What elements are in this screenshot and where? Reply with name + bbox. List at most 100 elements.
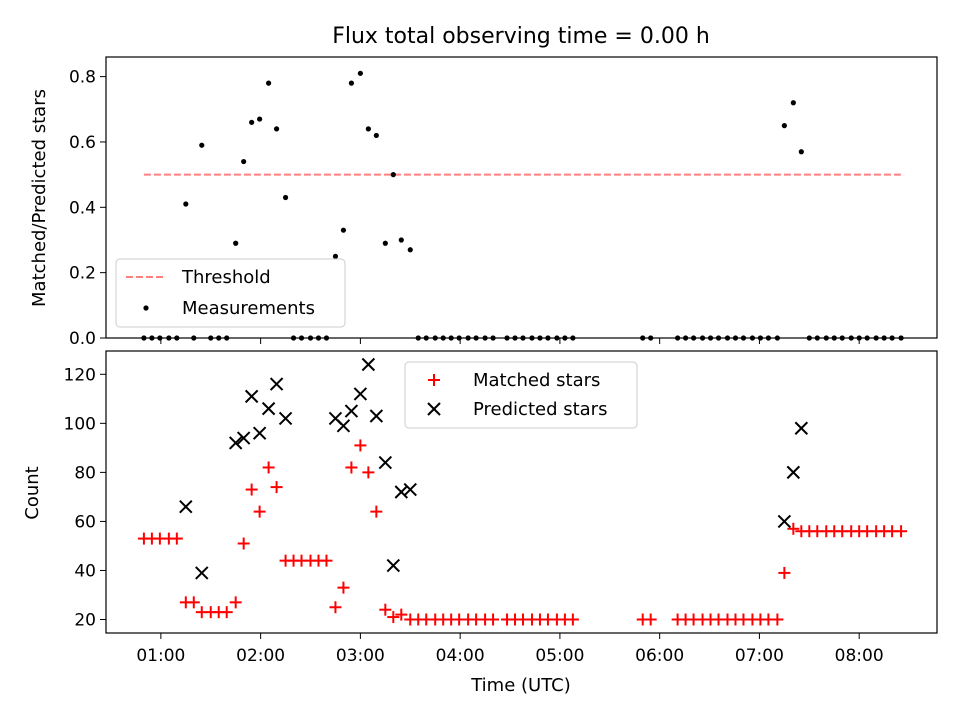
predicted-star-point bbox=[244, 389, 259, 404]
matched-star-point bbox=[362, 466, 375, 479]
matched-star-point bbox=[245, 483, 258, 496]
matched-star-point bbox=[253, 505, 266, 518]
legend-matched-label: Matched stars bbox=[473, 370, 600, 391]
measurement-point bbox=[199, 142, 205, 148]
measurement-point bbox=[373, 132, 379, 139]
measurement-point bbox=[357, 70, 363, 76]
legend-measurements-label: Measurements bbox=[182, 298, 315, 319]
top-x-ticks bbox=[160, 338, 860, 344]
predicted-legend-marker bbox=[427, 402, 441, 416]
top-y-ticks: 0.0 0.2 0.4 0.6 0.8 bbox=[69, 68, 106, 349]
measurement-point bbox=[407, 247, 413, 253]
matched-star-point bbox=[644, 613, 657, 626]
matched-star-point bbox=[270, 481, 283, 494]
measurement-point bbox=[398, 237, 404, 243]
bottom-x-tick-label: 07:00 bbox=[735, 646, 784, 666]
predicted-star-point bbox=[353, 387, 368, 401]
measurement-point bbox=[273, 126, 280, 132]
matched-star-point bbox=[387, 611, 400, 624]
predicted-star-point bbox=[378, 455, 393, 470]
matched-star-point bbox=[187, 596, 200, 609]
top-y-tick-label: 0.0 bbox=[69, 329, 96, 349]
matched-star-point bbox=[262, 461, 275, 474]
top-y-tick-label: 0.2 bbox=[69, 264, 96, 284]
matched-star-point bbox=[895, 525, 908, 538]
measurement-point bbox=[348, 80, 355, 86]
top-y-tick-label: 0.6 bbox=[69, 133, 96, 153]
matched-star-point bbox=[395, 608, 408, 621]
top-axes-frame bbox=[105, 56, 938, 339]
matched-star-point bbox=[771, 613, 784, 626]
legend-threshold-label: Threshold bbox=[181, 267, 271, 288]
measurement-point bbox=[790, 100, 796, 106]
matched-star-point bbox=[787, 522, 800, 535]
matched-star-point bbox=[237, 537, 250, 550]
measurement-point bbox=[332, 253, 339, 259]
predicted-star-point bbox=[794, 421, 809, 435]
measurement-point bbox=[781, 123, 787, 129]
measurement-point bbox=[365, 126, 371, 132]
bottom-plot-area bbox=[137, 357, 908, 626]
top-legend-box bbox=[115, 258, 346, 328]
measurement-point bbox=[390, 172, 396, 178]
bottom-x-tick-label: 01:00 bbox=[136, 646, 185, 666]
top-y-tick-label: 0.8 bbox=[69, 68, 96, 88]
bottom-x-ticks: 01:00 02:00 03:00 04:00 05:00 06:00 07:00 08:00 bbox=[136, 633, 884, 666]
bottom-y-tick-label: 40 bbox=[74, 561, 96, 581]
predicted-star-point bbox=[179, 500, 193, 514]
bottom-x-axis-label: Time (UTC) bbox=[470, 675, 571, 696]
predicted-star-point bbox=[786, 465, 801, 480]
matched-star-point bbox=[354, 439, 367, 452]
measurement-point bbox=[266, 80, 272, 86]
matched-star-point bbox=[379, 603, 392, 616]
top-panel: 0.00.20.40.60.8 Matched/Predicted stars … bbox=[29, 56, 938, 349]
chart-title: Flux total observing time = 0.00 h bbox=[332, 24, 710, 49]
matched-legend-marker bbox=[428, 374, 440, 386]
matched-star-point bbox=[370, 505, 383, 518]
predicted-star-point bbox=[336, 419, 351, 433]
predicted-star-point bbox=[394, 485, 408, 499]
top-y-tick-label: 0.4 bbox=[69, 198, 96, 218]
measurement-point bbox=[282, 194, 289, 201]
top-legend: Threshold Measurements bbox=[115, 258, 346, 328]
measurement-point bbox=[183, 201, 189, 207]
legend-predicted-label: Predicted stars bbox=[473, 399, 607, 420]
bottom-y-ticks: 20 40 60 80 100 120 bbox=[64, 365, 106, 631]
bottom-x-tick-label: 04:00 bbox=[436, 646, 485, 666]
matched-star-point bbox=[337, 581, 350, 594]
bottom-x-tick-label: 08:00 bbox=[835, 646, 884, 666]
matched-star-point bbox=[320, 554, 333, 567]
matched-star-point bbox=[170, 532, 183, 545]
matched-star-point bbox=[345, 461, 358, 474]
bottom-x-tick-label: 05:00 bbox=[535, 646, 584, 666]
bottom-x-tick-label: 06:00 bbox=[635, 646, 684, 666]
bottom-y-tick-label: 20 bbox=[74, 611, 96, 631]
predicted-star-point bbox=[403, 482, 417, 497]
measurement-point bbox=[257, 116, 263, 122]
predicted-star-point bbox=[361, 357, 376, 372]
measurement-point bbox=[798, 149, 804, 155]
measurement-point bbox=[340, 227, 347, 233]
matched-star-point bbox=[329, 601, 342, 614]
predicted-star-point bbox=[344, 404, 359, 418]
measurement-point bbox=[249, 119, 255, 125]
bottom-y-axis-label: Count bbox=[22, 466, 43, 519]
predicted-star-point bbox=[236, 431, 251, 445]
predicted-star-point bbox=[261, 401, 276, 416]
predicted-star-point bbox=[228, 436, 243, 450]
matched-star-point bbox=[229, 596, 242, 609]
bottom-panel: 20 40 60 80 100 120 01:00 02:00 03:00 04:00 05:00… bbox=[22, 350, 938, 696]
predicted-star-point bbox=[195, 566, 209, 580]
matched-star-point bbox=[487, 613, 500, 626]
matched-star-point bbox=[566, 613, 579, 626]
matched-star-point bbox=[220, 606, 233, 619]
predicted-star-point bbox=[369, 409, 384, 423]
predicted-star-point bbox=[252, 426, 267, 440]
bottom-x-tick-label: 02:00 bbox=[236, 646, 285, 666]
predicted-star-point bbox=[777, 514, 792, 529]
bottom-x-tick-label: 03:00 bbox=[336, 646, 385, 666]
bottom-y-tick-label: 100 bbox=[64, 414, 96, 434]
bottom-legend-box bbox=[404, 361, 638, 429]
